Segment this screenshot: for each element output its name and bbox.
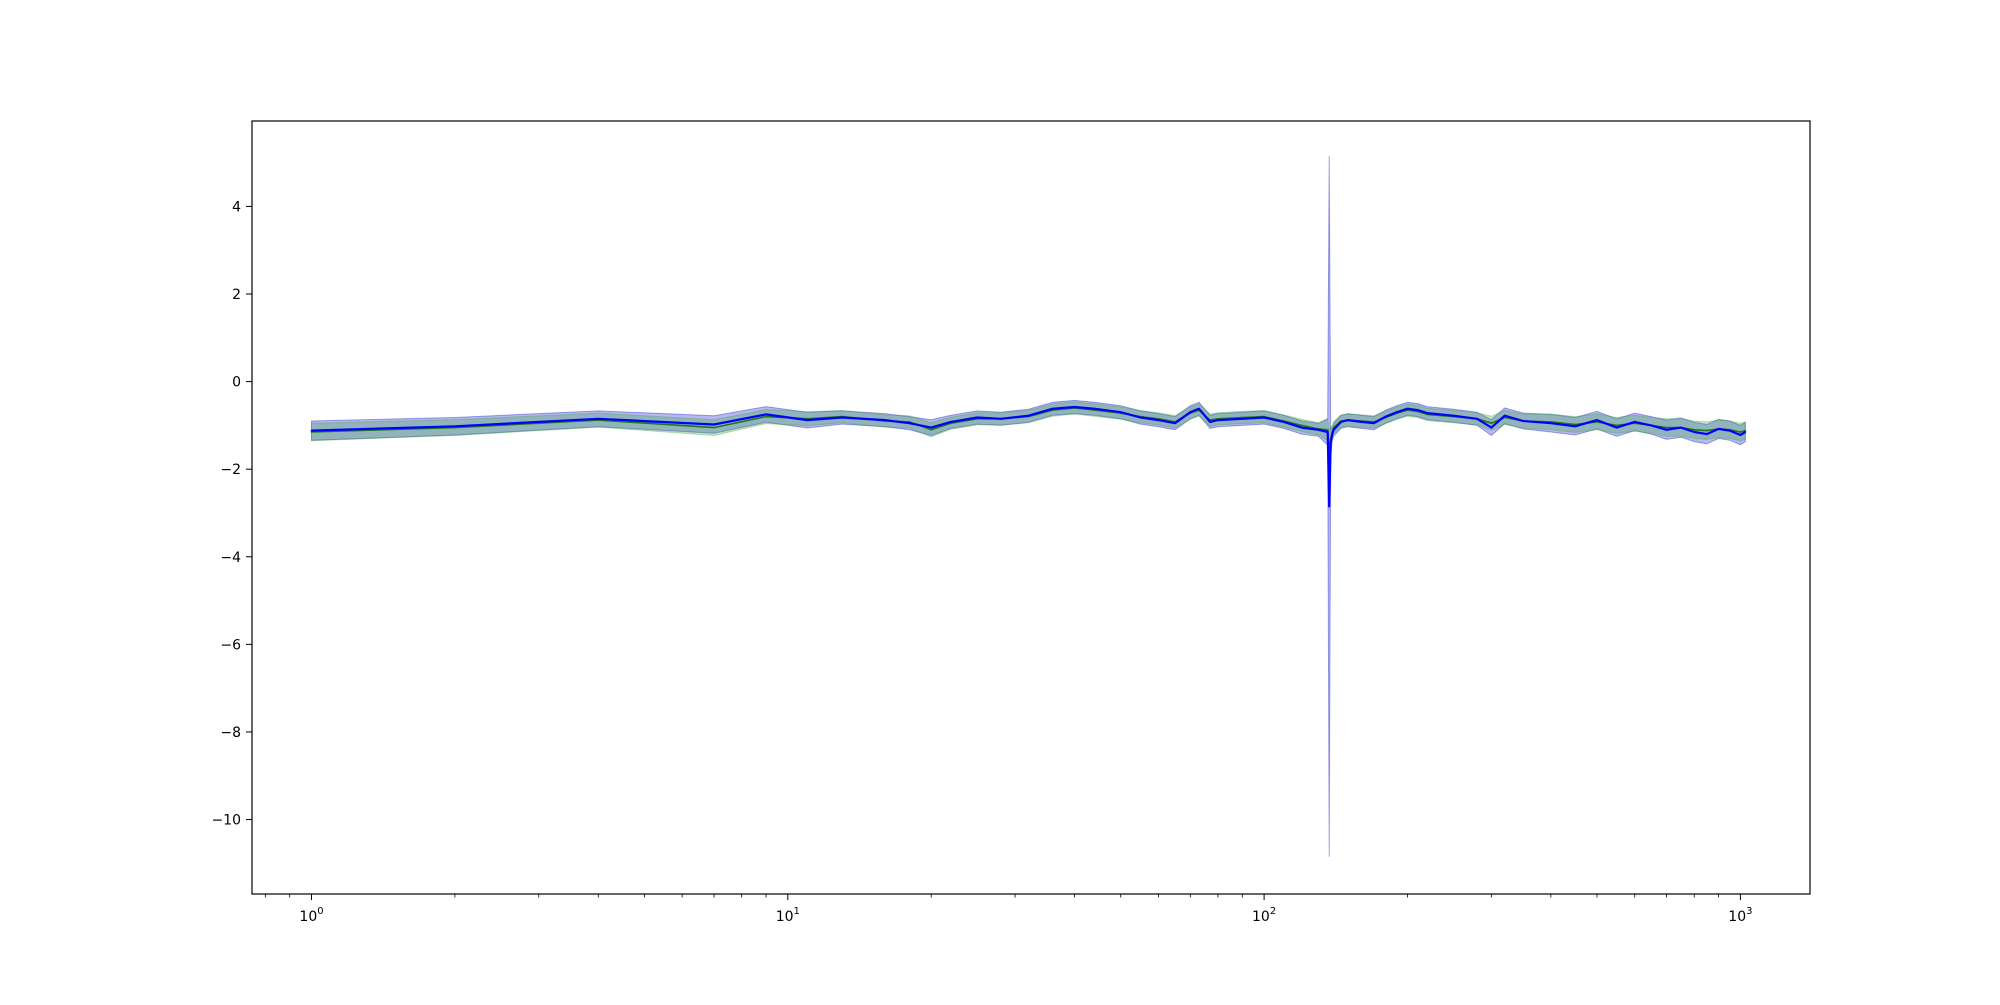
- x-axis-ticks: 100 101 102 103: [264, 894, 1753, 925]
- series-2-point: [1744, 429, 1747, 432]
- series-1-point: [1373, 422, 1375, 425]
- y-tick-label: 4: [232, 199, 241, 215]
- series-1-point: [1217, 419, 1219, 421]
- series-1-point: [1739, 434, 1742, 436]
- series-1-point: [1073, 406, 1076, 408]
- series-1-point: [1326, 431, 1329, 433]
- series-1-point: [1452, 414, 1455, 417]
- series-1-point: [1633, 421, 1636, 423]
- series-1-point: [1119, 411, 1122, 414]
- series-1-point: [976, 416, 979, 419]
- series-1-point: [1705, 433, 1708, 435]
- series-1-point: [1360, 421, 1363, 423]
- series-1-point: [1328, 505, 1331, 508]
- series-1-point: [1416, 409, 1419, 411]
- series-1-point: [1198, 407, 1200, 410]
- series-1-point: [950, 421, 952, 423]
- series-1-point: [1650, 424, 1653, 427]
- series-1-point: [1189, 411, 1192, 414]
- series-1-band: [311, 155, 1746, 857]
- series-1-point: [1693, 431, 1696, 433]
- series-1-point: [765, 413, 767, 416]
- series-1-point: [1157, 419, 1160, 421]
- series-1-point: [1476, 417, 1478, 420]
- series-2-point: [1739, 431, 1742, 433]
- series-1-point: [908, 422, 911, 425]
- x-tick-label: 103: [1728, 906, 1752, 925]
- series-1-point: [1384, 415, 1387, 418]
- series-1-point: [1615, 426, 1618, 429]
- y-tick-label: −2: [220, 462, 241, 478]
- series-1-point: [1574, 425, 1577, 428]
- series-2-point: [765, 415, 767, 418]
- series-1-point: [1596, 419, 1598, 421]
- series-1-point: [1300, 426, 1303, 429]
- series-1-point: [1665, 428, 1668, 431]
- series-1-point: [841, 416, 843, 419]
- series-2-point: [930, 428, 933, 431]
- series-2-point: [1574, 423, 1577, 426]
- series-2-point: [1693, 428, 1696, 431]
- series-1-point: [999, 417, 1002, 420]
- series-1-point: [1329, 442, 1332, 444]
- series-1-point: [1317, 428, 1320, 431]
- series-2-point: [1705, 429, 1708, 432]
- series-1-point: [1347, 419, 1349, 421]
- series-1-point: [1522, 420, 1525, 422]
- series-1-point: [1680, 426, 1682, 429]
- series-1-point: [310, 429, 313, 432]
- y-tick-label: 2: [232, 287, 241, 303]
- series-1-point: [1744, 431, 1747, 433]
- confidence-bands: [311, 155, 1746, 857]
- x-tick-label: 101: [776, 906, 800, 925]
- y-tick-label: −4: [220, 550, 241, 566]
- series-1-point: [930, 426, 933, 429]
- series-1-point: [1331, 433, 1334, 435]
- series-2-point: [713, 426, 715, 429]
- series-1-point: [1093, 407, 1096, 410]
- series-1-point: [1051, 407, 1054, 410]
- x-tick-label: 100: [299, 906, 323, 925]
- series-1-point: [1406, 407, 1409, 410]
- series-1-point: [1332, 428, 1335, 431]
- series-1-point: [1340, 421, 1342, 423]
- series-1-point: [713, 423, 715, 426]
- series-2-point: [1326, 428, 1329, 431]
- series-1-point: [1174, 422, 1176, 425]
- y-tick-label: −8: [220, 725, 241, 741]
- series-1-point: [806, 419, 809, 421]
- series-1-point: [884, 419, 886, 421]
- series-2-point: [1596, 421, 1598, 423]
- series-1-point: [1503, 414, 1506, 417]
- series-2-point: [1490, 422, 1493, 425]
- series-2-point: [1615, 424, 1618, 427]
- series-1-point: [1550, 422, 1552, 425]
- series-1-point: [1426, 412, 1429, 414]
- series-2-point: [1300, 424, 1303, 427]
- series-1-point: [1263, 416, 1265, 419]
- series-lines: [310, 405, 1747, 508]
- y-tick-label: −10: [211, 813, 241, 829]
- series-1-point: [1027, 414, 1030, 417]
- x-tick-label: 102: [1252, 906, 1276, 925]
- series-1-point: [1241, 417, 1244, 420]
- series-1-point: [597, 417, 600, 420]
- y-tick-label: −6: [220, 637, 241, 653]
- series-2-point: [1665, 426, 1668, 429]
- plot-frame: [251, 120, 1811, 895]
- series-2-band: [311, 401, 1746, 474]
- series-1-point: [1396, 411, 1398, 414]
- series-1-point: [454, 425, 456, 428]
- series-1-point: [1717, 428, 1720, 430]
- series-1-point: [1490, 426, 1493, 429]
- series-1-point: [1139, 416, 1142, 419]
- series-1-point: [1209, 421, 1211, 423]
- y-tick-label: 0: [232, 375, 241, 391]
- series-1-point: [1282, 421, 1285, 423]
- y-axis-ticks: 4 2 0 −2 −4 −6 −8 −10: [211, 199, 252, 829]
- series-1-point: [1728, 429, 1731, 432]
